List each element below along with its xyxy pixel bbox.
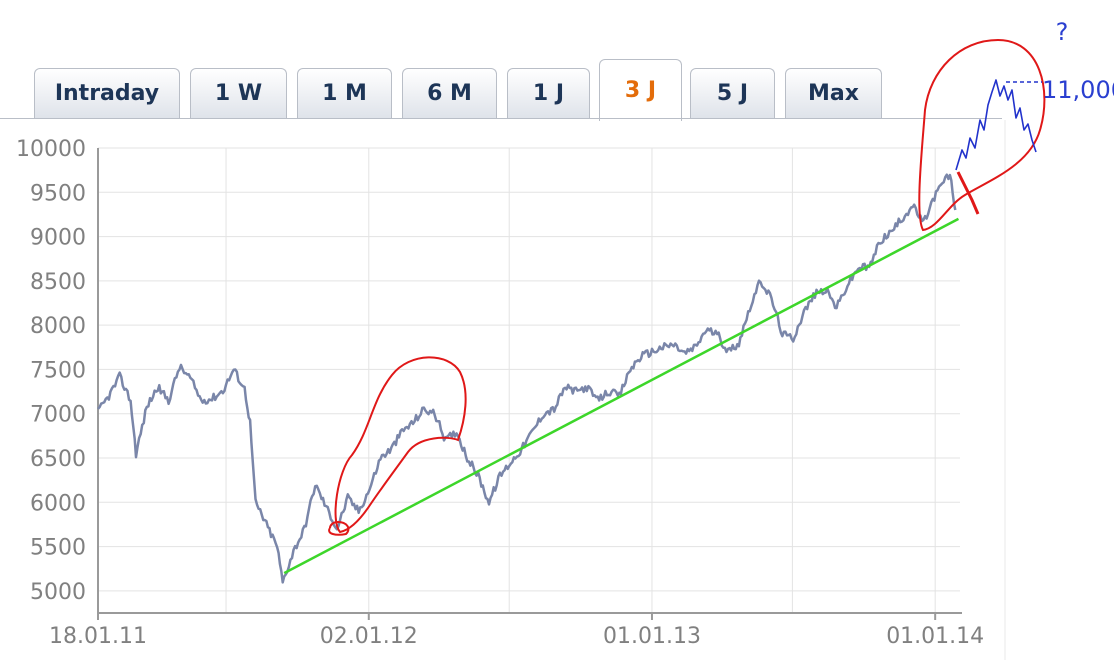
y-tick-label: 7500 [30, 358, 86, 383]
y-axis-ticks: 5000 5500 6000 6500 7000 7500 8000 8500 9000 9500… [16, 137, 86, 605]
red-circle-2012-rally [334, 356, 467, 534]
chart-series [97, 173, 960, 584]
y-tick-label: 5500 [30, 536, 86, 561]
tab-1m[interactable]: 1 M [297, 68, 392, 118]
y-tick-label: 9500 [30, 181, 86, 206]
y-tick-label: 6500 [30, 447, 86, 472]
x-tick-label: 02.01.12 [320, 624, 418, 649]
tab-max[interactable]: Max [785, 68, 882, 118]
blue-projection-scribble [955, 79, 1037, 171]
y-tick-label: 8500 [30, 270, 86, 295]
red-down-stroke [956, 171, 980, 215]
tab-1w[interactable]: 1 W [190, 68, 287, 118]
tab-3j[interactable]: 3 J [599, 59, 682, 121]
tab-6m[interactable]: 6 M [402, 68, 497, 118]
red-circle-2014-peak [918, 38, 1046, 232]
price-line [97, 173, 957, 584]
target-11000-note: 11,000 [1042, 76, 1114, 104]
question-mark-note: ? [1056, 18, 1069, 46]
chart-grid [98, 120, 1006, 660]
y-tick-label: 7000 [30, 403, 86, 428]
y-tick-label: 10000 [16, 137, 86, 162]
tab-baseline [0, 118, 1002, 119]
tab-1j[interactable]: 1 J [507, 68, 590, 118]
tab-intraday[interactable]: Intraday [34, 68, 180, 118]
tab-5j[interactable]: 5 J [690, 68, 775, 118]
hand-drawn-annotations: ? 11,000 [328, 18, 1114, 536]
red-circle-2011-low [328, 520, 350, 536]
y-tick-label: 5000 [30, 580, 86, 605]
x-axis-ticks: 18.01.11 02.01.12 01.01.13 01.01.14 [49, 613, 984, 649]
timeframe-tab-bar: Intraday 1 W 1 M 6 M 1 J 3 J 5 J Max [0, 0, 1114, 125]
y-tick-label: 6000 [30, 491, 86, 516]
y-tick-label: 9000 [30, 226, 86, 251]
trend-line [283, 217, 960, 575]
x-tick-label: 18.01.11 [49, 624, 147, 649]
y-tick-label: 8000 [30, 314, 86, 339]
chart-axes [97, 148, 962, 614]
x-tick-label: 01.01.13 [603, 624, 701, 649]
x-tick-label: 01.01.14 [886, 624, 984, 649]
